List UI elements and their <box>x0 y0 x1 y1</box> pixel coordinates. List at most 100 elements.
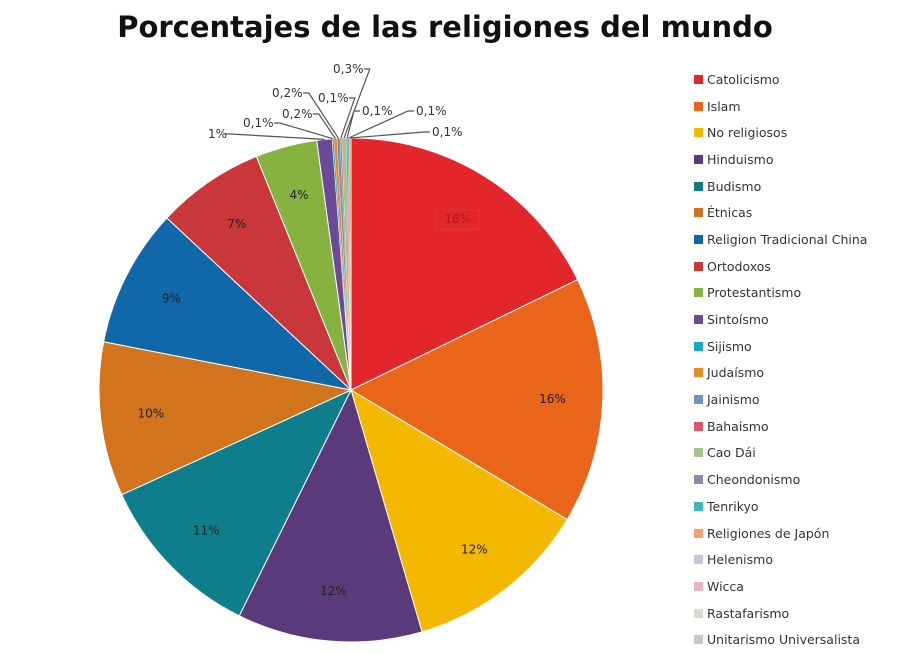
pie-slice-5 <box>98 341 353 496</box>
legend-swatch <box>694 101 703 111</box>
legend-item: Étnicas <box>694 199 867 226</box>
leader-line <box>302 92 339 139</box>
legend-item: Helenismo <box>694 546 867 573</box>
legend-item: Sintoísmo <box>694 306 867 333</box>
leader-line <box>273 122 334 140</box>
pie-chart: 18% 16% 12% 12% 11% 10% 9% 7% 4% 1% 0,1% 0,2% 0,2% 0,… <box>98 62 604 643</box>
legend-label: No religiosos <box>707 125 788 141</box>
legend-swatch <box>694 421 703 431</box>
legend-item: Sijismo <box>694 333 867 360</box>
legend-swatch <box>694 341 703 351</box>
legend-label: Sintoísmo <box>707 312 769 328</box>
legend-item: Religion Tradicional China <box>694 226 867 253</box>
legend-swatch <box>694 608 703 618</box>
legend-swatch <box>694 475 703 485</box>
data-label: 16% <box>539 392 566 406</box>
legend-label: Étnicas <box>707 205 753 221</box>
legend-swatch <box>694 528 703 538</box>
legend-label: Budismo <box>707 178 762 194</box>
legend-item: Catolicismo <box>694 66 867 93</box>
pie-slice-4 <box>121 388 353 617</box>
data-label: 12% <box>320 584 347 598</box>
legend-label: Tenrikyo <box>707 498 759 514</box>
legend-swatch <box>694 234 703 244</box>
leader-line <box>224 133 325 141</box>
legend-item: Budismo <box>694 173 867 200</box>
legend-label: Religion Tradicional China <box>707 231 868 247</box>
data-label: 1% <box>208 127 227 141</box>
legend-label: Cheondonismo <box>707 472 801 488</box>
legend-label: Unitarismo Universalista <box>707 632 860 648</box>
legend: Catolicismo Islam No religiosos Hinduismo Bu… <box>694 66 867 653</box>
legend-swatch <box>694 208 703 218</box>
leader-line <box>348 110 414 139</box>
pie-slice-2 <box>350 388 568 633</box>
legend-item: Cao Dái <box>694 440 867 467</box>
legend-label: Judaísmo <box>707 365 765 381</box>
legend-item: Religiones de Japón <box>694 520 867 547</box>
legend-item: Wicca <box>694 573 867 600</box>
chart-title: Porcentajes de las religiones del mundo <box>117 10 773 44</box>
legend-swatch <box>694 448 703 458</box>
legend-swatch <box>694 395 703 405</box>
legend-swatch <box>694 128 703 138</box>
legend-swatch <box>694 315 703 325</box>
data-label: 9% <box>162 291 181 305</box>
data-label: 0,3% <box>333 62 364 76</box>
pie-slice-1 <box>349 278 604 521</box>
legend-label: Ortodoxos <box>707 258 771 274</box>
legend-label: Wicca <box>707 578 744 594</box>
legend-swatch <box>694 635 703 645</box>
data-label: 0,2% <box>272 86 303 100</box>
legend-item: Unitarismo Universalista <box>694 626 867 653</box>
legend-item: Bahaismo <box>694 413 867 440</box>
data-label: 10% <box>137 407 164 421</box>
legend-item: Rastafarismo <box>694 600 867 627</box>
legend-swatch <box>694 154 703 164</box>
legend-item: Judaísmo <box>694 360 867 387</box>
legend-item: Protestantismo <box>694 280 867 307</box>
legend-swatch <box>694 288 703 298</box>
leader-line <box>312 113 336 139</box>
data-label: 12% <box>461 542 488 556</box>
data-label-box <box>435 209 481 230</box>
data-label: 4% <box>290 188 309 202</box>
data-label: 7% <box>227 217 246 231</box>
data-label: 11% <box>193 523 220 537</box>
data-label: 18% <box>445 212 472 226</box>
legend-swatch <box>694 581 703 591</box>
legend-item: Ortodoxos <box>694 253 867 280</box>
legend-item: No religiosos <box>694 119 867 146</box>
legend-item: Hinduismo <box>694 146 867 173</box>
legend-label: Religiones de Japón <box>707 525 830 541</box>
legend-swatch <box>694 555 703 565</box>
legend-swatch <box>694 501 703 511</box>
leader-line <box>350 131 430 139</box>
legend-label: Islam <box>707 98 741 114</box>
legend-label: Bahaismo <box>707 418 769 434</box>
data-label: 0,1% <box>362 104 393 118</box>
legend-label: Rastafarismo <box>707 605 790 621</box>
legend-swatch <box>694 74 703 84</box>
leader-line <box>340 97 356 139</box>
pie-slice-3 <box>238 388 423 643</box>
legend-label: Sijismo <box>707 338 752 354</box>
data-label: 0,1% <box>318 91 349 105</box>
legend-item: Islam <box>694 93 867 120</box>
legend-label: Protestantismo <box>707 285 802 301</box>
data-label: 0,2% <box>282 107 313 121</box>
legend-item: Jainismo <box>694 386 867 413</box>
legend-item: Cheondonismo <box>694 466 867 493</box>
pie-slice-0 <box>350 137 579 391</box>
legend-label: Cao Dái <box>707 445 756 461</box>
data-label: 0,1% <box>432 125 463 139</box>
legend-label: Hinduismo <box>707 151 774 167</box>
data-label: 0,1% <box>416 104 447 118</box>
leader-line <box>346 110 360 139</box>
pie-slice-6 <box>103 217 353 391</box>
legend-swatch <box>694 181 703 191</box>
legend-swatch <box>694 368 703 378</box>
legend-label: Jainismo <box>707 392 760 408</box>
legend-label: Catolicismo <box>707 71 780 87</box>
legend-swatch <box>694 261 703 271</box>
